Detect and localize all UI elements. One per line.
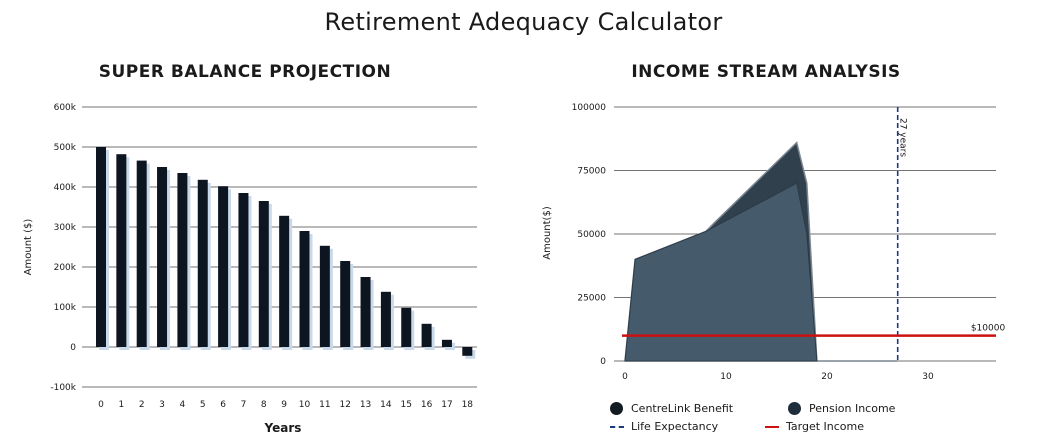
- y-tick-label: 25000: [577, 294, 606, 304]
- x-axis-label: Years: [264, 421, 302, 435]
- bar: [380, 291, 391, 347]
- x-tick-label: 13: [360, 400, 371, 410]
- y-tick-label: 300k: [54, 223, 77, 233]
- y-axis-label: Amount ($): [23, 219, 34, 276]
- life-expectancy-label: 27 years: [898, 118, 908, 157]
- legend-item-target-income: Target Income: [765, 420, 864, 433]
- y-tick-label: 100k: [54, 303, 77, 313]
- y-tick-label: 500k: [54, 143, 77, 153]
- x-tick-label: 10: [720, 372, 732, 382]
- x-tick-label: 17: [441, 400, 452, 410]
- centrelink-dot-icon: [610, 402, 623, 415]
- y-tick-label: 0: [600, 357, 606, 367]
- bar: [421, 323, 432, 347]
- solid-line-icon: [765, 425, 779, 428]
- legend-label-target-income: Target Income: [786, 420, 865, 433]
- bar: [360, 277, 371, 347]
- bar: [116, 154, 127, 347]
- bar: [96, 147, 106, 347]
- x-tick-label: 5: [200, 400, 206, 410]
- y-tick-label: 0: [70, 343, 76, 353]
- legend-item-life-expectancy: Life Expectancy: [610, 420, 718, 433]
- x-tick-label: 18: [462, 400, 474, 410]
- y-tick-label: 400k: [54, 183, 77, 193]
- x-tick-label: 3: [159, 400, 165, 410]
- legend-label-pension: Pension Income: [809, 402, 896, 415]
- bar: [258, 201, 269, 347]
- x-tick-label: 9: [281, 400, 287, 410]
- x-tick-label: 2: [139, 400, 145, 410]
- x-tick-label: 10: [299, 400, 311, 410]
- x-tick-label: 14: [380, 400, 392, 410]
- x-tick-label: 0: [622, 372, 628, 382]
- y-tick-label: -100k: [50, 383, 76, 393]
- x-tick-label: 11: [319, 400, 330, 410]
- legend-item-pension: Pension Income: [788, 402, 895, 415]
- bar: [197, 179, 208, 347]
- y-tick-label: 50000: [577, 230, 606, 240]
- bar: [319, 245, 330, 347]
- bar: [401, 307, 412, 347]
- income-stream-chart-title: INCOME STREAM ANALYSIS: [631, 62, 901, 82]
- x-tick-label: 7: [241, 400, 247, 410]
- x-tick-label: 20: [821, 372, 833, 382]
- pension-dot-icon: [788, 402, 801, 415]
- x-tick-label: 6: [220, 400, 226, 410]
- y-tick-label: 200k: [54, 263, 77, 273]
- bar: [238, 193, 249, 347]
- legend-item-centrelink: CentreLink Benefit: [610, 402, 733, 415]
- x-tick-label: 4: [180, 400, 186, 410]
- bar: [279, 215, 290, 347]
- x-tick-label: 30: [922, 372, 934, 382]
- x-tick-label: 15: [401, 400, 412, 410]
- x-tick-label: 1: [118, 400, 124, 410]
- bar: [340, 261, 351, 347]
- y-tick-label: 600k: [54, 103, 77, 113]
- x-tick-label: 8: [261, 400, 267, 410]
- x-tick-label: 12: [339, 400, 350, 410]
- bar: [157, 167, 168, 347]
- bar: [218, 186, 229, 347]
- bar: [136, 160, 147, 347]
- legend-label-centrelink: CentreLink Benefit: [631, 402, 734, 415]
- bar: [462, 347, 473, 356]
- y-tick-label: 100000: [572, 103, 607, 113]
- y-axis-label: Amount($): [542, 206, 553, 260]
- legend-label-life-expectancy: Life Expectancy: [631, 420, 719, 433]
- x-tick-label: 0: [98, 400, 104, 410]
- bar: [441, 339, 452, 347]
- target-income-label: $10000: [971, 324, 1006, 334]
- page-title: Retirement Adequacy Calculator: [324, 8, 723, 36]
- pension-area: [624, 182, 818, 362]
- bar: [299, 231, 310, 347]
- bar: [177, 173, 188, 347]
- x-tick-label: 16: [421, 400, 433, 410]
- y-tick-label: 75000: [577, 167, 606, 177]
- dashed-line-icon: [610, 425, 624, 428]
- super-balance-chart-title: SUPER BALANCE PROJECTION: [98, 62, 392, 82]
